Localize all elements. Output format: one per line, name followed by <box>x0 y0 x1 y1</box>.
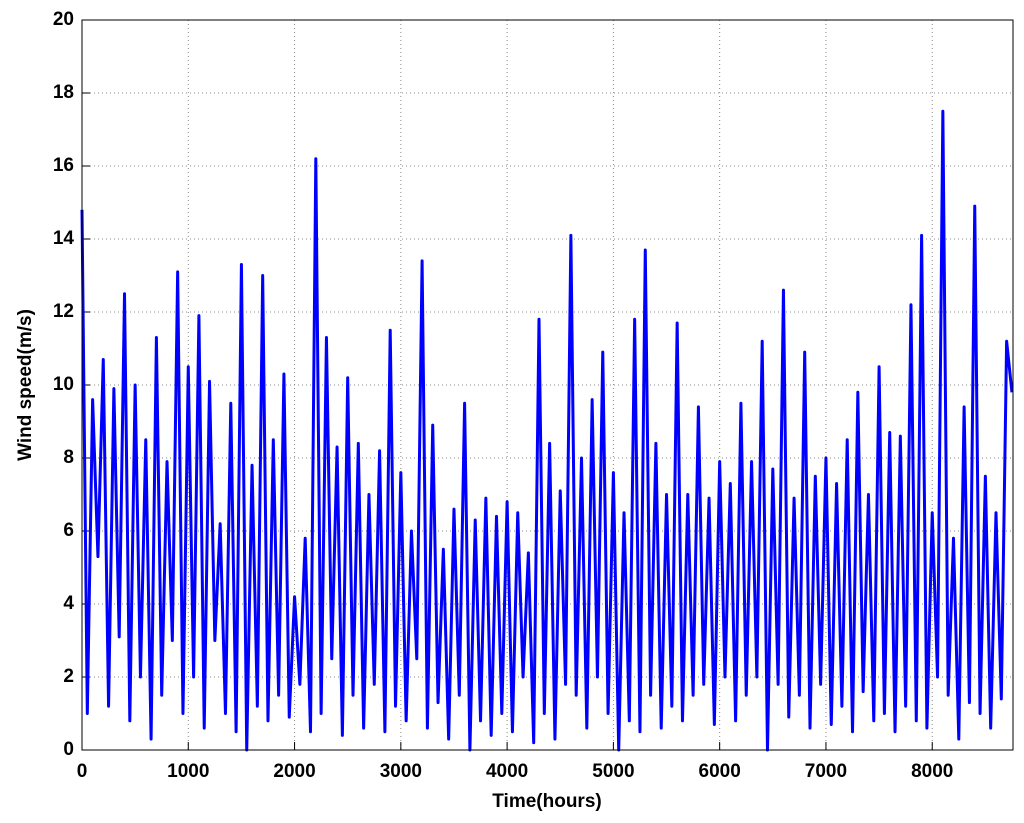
y-tick-label: 18 <box>53 82 74 103</box>
x-tick-label: 3000 <box>380 761 422 782</box>
x-tick-label: 1000 <box>167 761 209 782</box>
x-tick-label: 2000 <box>273 761 315 782</box>
y-tick-label: 14 <box>53 228 75 249</box>
x-tick-label: 4000 <box>486 761 528 782</box>
y-tick-label: 0 <box>63 739 74 760</box>
x-axis-label: Time(hours) <box>492 791 601 812</box>
y-tick-label: 16 <box>53 155 74 176</box>
y-tick-label: 20 <box>53 9 74 30</box>
y-axis-label: Wind speed(m/s) <box>15 309 36 461</box>
x-tick-label: 7000 <box>805 761 847 782</box>
y-tick-label: 6 <box>63 520 74 541</box>
x-tick-label: 5000 <box>592 761 634 782</box>
x-tick-label: 8000 <box>911 761 953 782</box>
x-tick-label: 0 <box>77 761 88 782</box>
y-tick-label: 2 <box>63 666 74 687</box>
data-line <box>80 109 1014 752</box>
y-tick-label: 12 <box>53 301 74 322</box>
y-tick-label: 8 <box>63 447 74 468</box>
y-tick-label: 10 <box>53 374 74 395</box>
y-tick-label: 4 <box>63 593 74 614</box>
plot-frame <box>81 19 1014 751</box>
x-tick-label: 6000 <box>699 761 741 782</box>
